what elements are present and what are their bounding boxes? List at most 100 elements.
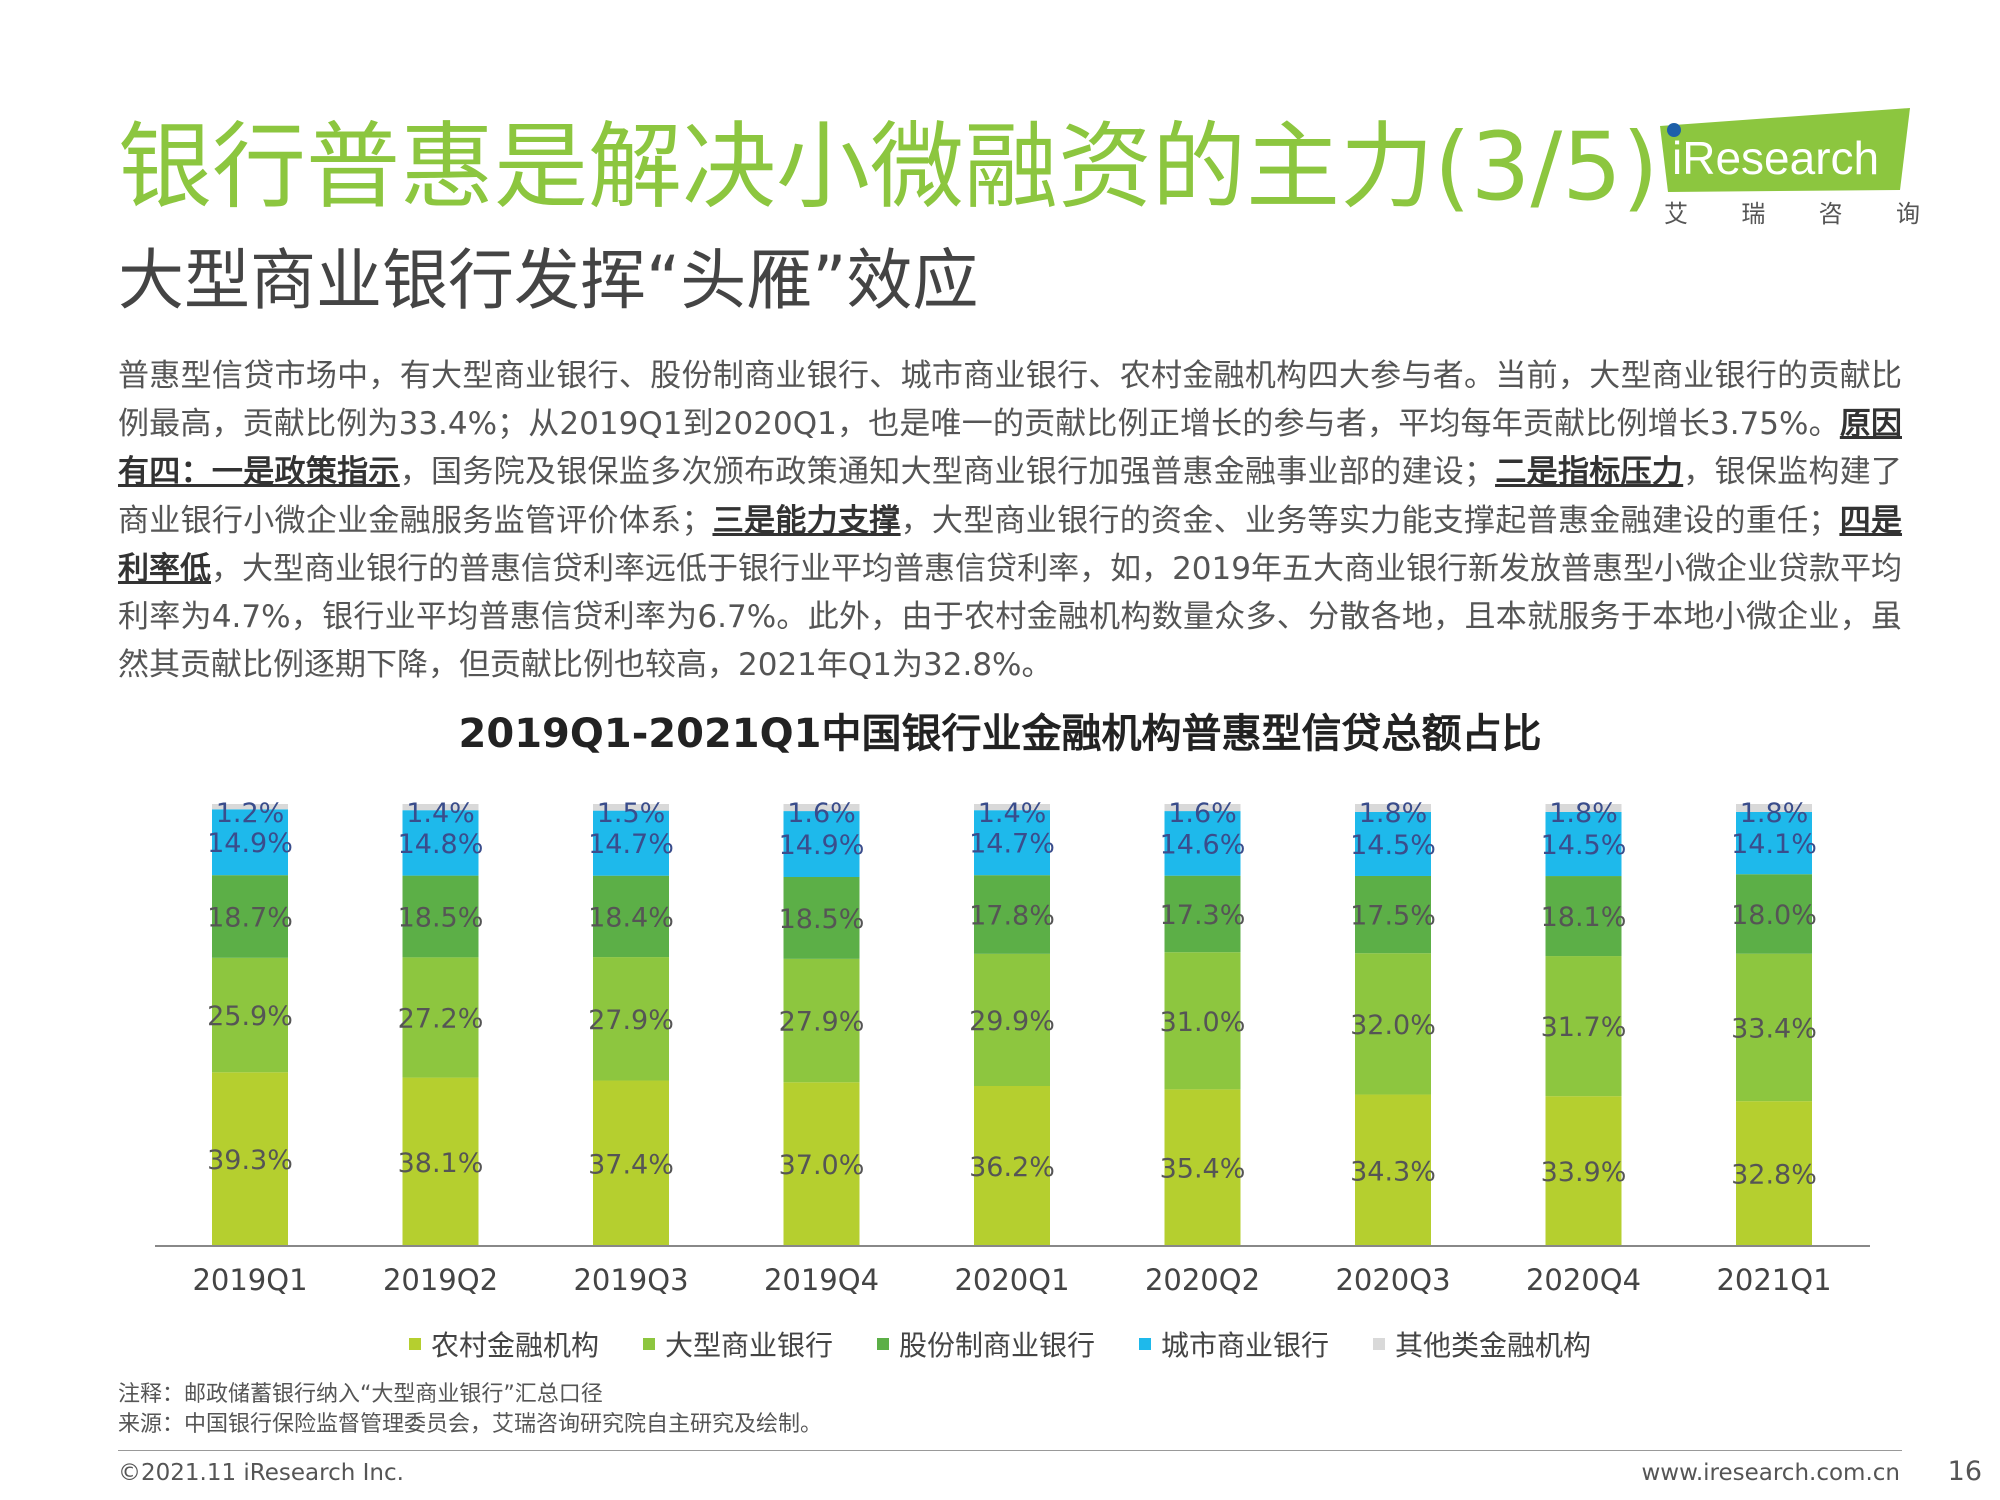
x-tick-labels: 2019Q1 2019Q2 2019Q3 2019Q4 2020Q1 2020Q2 2020… (192, 1263, 1831, 1297)
data-label: 1.8% (1359, 798, 1428, 829)
bar-segment (593, 875, 669, 958)
x-tick-label: 2020Q4 (1526, 1263, 1641, 1297)
source-text: 来源：中国银行保险监督管理委员会，艾瑞咨询研究院自主研究及绘制。 (118, 1412, 823, 1437)
legend-swatch (1373, 1338, 1386, 1350)
bar-segment (974, 875, 1050, 954)
x-tick-label: 2019Q2 (383, 1263, 498, 1297)
data-label: 17.8% (969, 901, 1055, 932)
bar-segment (1545, 811, 1622, 877)
reason-3: 三是能力支撑 (712, 502, 901, 539)
bar-segment (783, 877, 860, 959)
legend-label: 农村金融机构 (430, 1329, 599, 1362)
data-label: 18.1% (1541, 902, 1627, 933)
data-label: 33.9% (1541, 1157, 1627, 1188)
legend-swatch (1139, 1338, 1151, 1350)
data-label: 18.5% (779, 904, 865, 935)
bar-segment (1736, 811, 1812, 875)
bar-segment (1545, 804, 1622, 812)
bar-segment (1545, 956, 1622, 1097)
logo-banner (1660, 108, 1910, 192)
data-label: 14.6% (1160, 829, 1246, 860)
intro-paragraph: 普惠型信贷市场中，有大型商业银行、股份制商业银行、城市商业银行、农村金融机构四大… (118, 352, 1902, 689)
website-link[interactable]: www.iresearch.com.cn (1641, 1460, 1901, 1486)
data-label: 14.7% (588, 829, 674, 860)
data-label: 18.4% (588, 902, 674, 933)
logo-char: 艾 (1664, 200, 1688, 228)
iresearch-logo: iResearch (1660, 108, 1910, 192)
data-label: 17.3% (1160, 900, 1246, 931)
bar-segment (1355, 875, 1431, 954)
bar-segment (1164, 875, 1241, 953)
data-label: 14.1% (1731, 829, 1817, 860)
intro-text-3: ，银保监构建了商业银行小微企业金融服务监管评价体系； (118, 454, 1903, 539)
chart-title: 2019Q1-2021Q1中国银行业金融机构普惠型信贷总额占比 (458, 711, 1542, 757)
x-tick-label: 2019Q4 (764, 1263, 879, 1297)
bar-segment (593, 810, 669, 876)
data-label: 18.0% (1731, 900, 1817, 931)
bar-segment (1355, 804, 1431, 812)
data-label: 1.4% (406, 798, 475, 829)
x-tick-label: 2019Q1 (192, 1263, 307, 1297)
logo-dot-icon (1667, 123, 1681, 137)
bar-segment (1355, 953, 1431, 1095)
bar-segment (1164, 1089, 1241, 1246)
data-label: 38.1% (398, 1148, 484, 1179)
data-label: 14.8% (398, 829, 484, 860)
data-label: 18.7% (207, 902, 293, 933)
bar-segment (974, 953, 1050, 1086)
stacked-bar-chart: 39.3%25.9%18.7%14.9%1.2%38.1%27.2%18.5%1… (155, 798, 1870, 1297)
reasons-heading: 原因有四：一是政策指示 (118, 406, 1902, 491)
data-label: 14.5% (1541, 830, 1627, 861)
x-tick-label: 2021Q1 (1716, 1263, 1831, 1297)
bar-segment (402, 1077, 479, 1246)
footer-divider (118, 1450, 1902, 1451)
bar-segment (212, 957, 288, 1073)
bar-segment (402, 957, 479, 1078)
intro-text-1: 普惠型信贷市场中，有大型商业银行、股份制商业银行、城市商业银行、农村金融机构四大… (118, 358, 1902, 443)
bar-segment (1736, 953, 1812, 1102)
legend-label: 城市商业银行 (1161, 1329, 1330, 1362)
bar-segment (974, 810, 1050, 876)
data-label: 36.2% (969, 1152, 1055, 1183)
bars-group: 39.3%25.9%18.7%14.9%1.2%38.1%27.2%18.5%1… (207, 798, 1817, 1246)
legend-label: 大型商业银行 (664, 1329, 833, 1362)
logo-char: 询 (1895, 200, 1920, 228)
data-label: 33.4% (1731, 1013, 1817, 1044)
bar-segment (593, 957, 669, 1081)
bar-segment (783, 804, 860, 812)
x-tick-label: 2020Q3 (1335, 1263, 1450, 1297)
bar-segment (1545, 876, 1622, 957)
bar-segment (212, 1072, 288, 1246)
logo-char: 咨 (1818, 200, 1843, 228)
page-number: 16 (1947, 1456, 1982, 1487)
data-label: 14.7% (969, 829, 1055, 860)
bar-segment (1736, 874, 1812, 954)
bar-segment (402, 810, 479, 876)
data-label: 14.9% (207, 828, 293, 859)
bar-segment (1164, 952, 1241, 1090)
data-label: 35.4% (1160, 1154, 1246, 1185)
bar-segment (783, 1082, 860, 1246)
data-label: 27.9% (779, 1007, 865, 1038)
bar-segment (974, 1085, 1050, 1246)
legend-item: 城市商业银行 (1139, 1324, 1329, 1364)
reason-2: 二是指标压力 (1495, 454, 1684, 491)
chart-legend: 农村金融机构 大型商业银行 股份制商业银行 城市商业银行 其他类金融机构 (0, 1324, 2000, 1364)
data-label: 18.5% (398, 902, 484, 933)
data-label: 1.8% (1740, 798, 1809, 829)
x-tick-label: 2020Q2 (1145, 1263, 1260, 1297)
data-label: 25.9% (207, 1001, 293, 1032)
intro-text-2: ，国务院及银保监多次颁布政策通知大型商业银行加强普惠金融事业部的建设； (399, 454, 1496, 491)
notes: 注释：邮政储蓄银行纳入“大型商业银行”汇总口径 来源：中国银行保险监督管理委员会… (118, 1380, 822, 1440)
data-label: 1.8% (1549, 798, 1618, 829)
bar-segment (402, 875, 479, 958)
data-label: 17.5% (1350, 901, 1436, 932)
bar-segment (212, 804, 288, 810)
data-label: 39.3% (207, 1145, 293, 1176)
x-tick-label: 2020Q1 (954, 1263, 1069, 1297)
page-title: 银行普惠是解决小微融资的主力(3/5) (118, 113, 1659, 222)
data-label: 1.6% (1168, 798, 1237, 829)
data-label: 14.5% (1350, 830, 1436, 861)
data-label: 37.0% (779, 1150, 865, 1181)
data-label: 32.0% (1350, 1010, 1436, 1041)
